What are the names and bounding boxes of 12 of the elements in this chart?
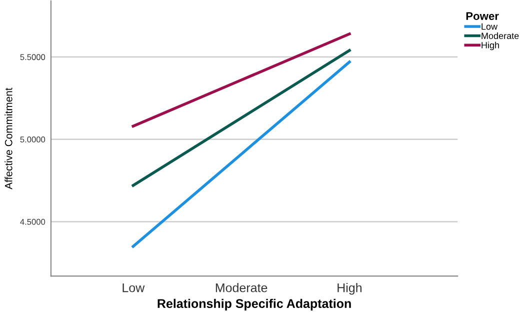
x-tick-label: High <box>338 283 362 295</box>
y-tick-label: 5.5000 <box>20 54 46 60</box>
legend-label: Low <box>482 23 498 30</box>
y-axis-title: Affective Commitment <box>4 88 12 190</box>
x-tick-label: Moderate <box>216 283 268 292</box>
y-tick-label: 5.0000 <box>20 136 46 142</box>
x-axis-title: Relationship Specific Adaptation <box>158 298 351 310</box>
x-tick-label: Low <box>122 283 145 292</box>
legend-label: Moderate <box>482 32 519 40</box>
legend-label: High <box>482 42 499 50</box>
legend-title: Power <box>466 12 499 20</box>
y-tick-label: 4.5000 <box>20 218 46 225</box>
